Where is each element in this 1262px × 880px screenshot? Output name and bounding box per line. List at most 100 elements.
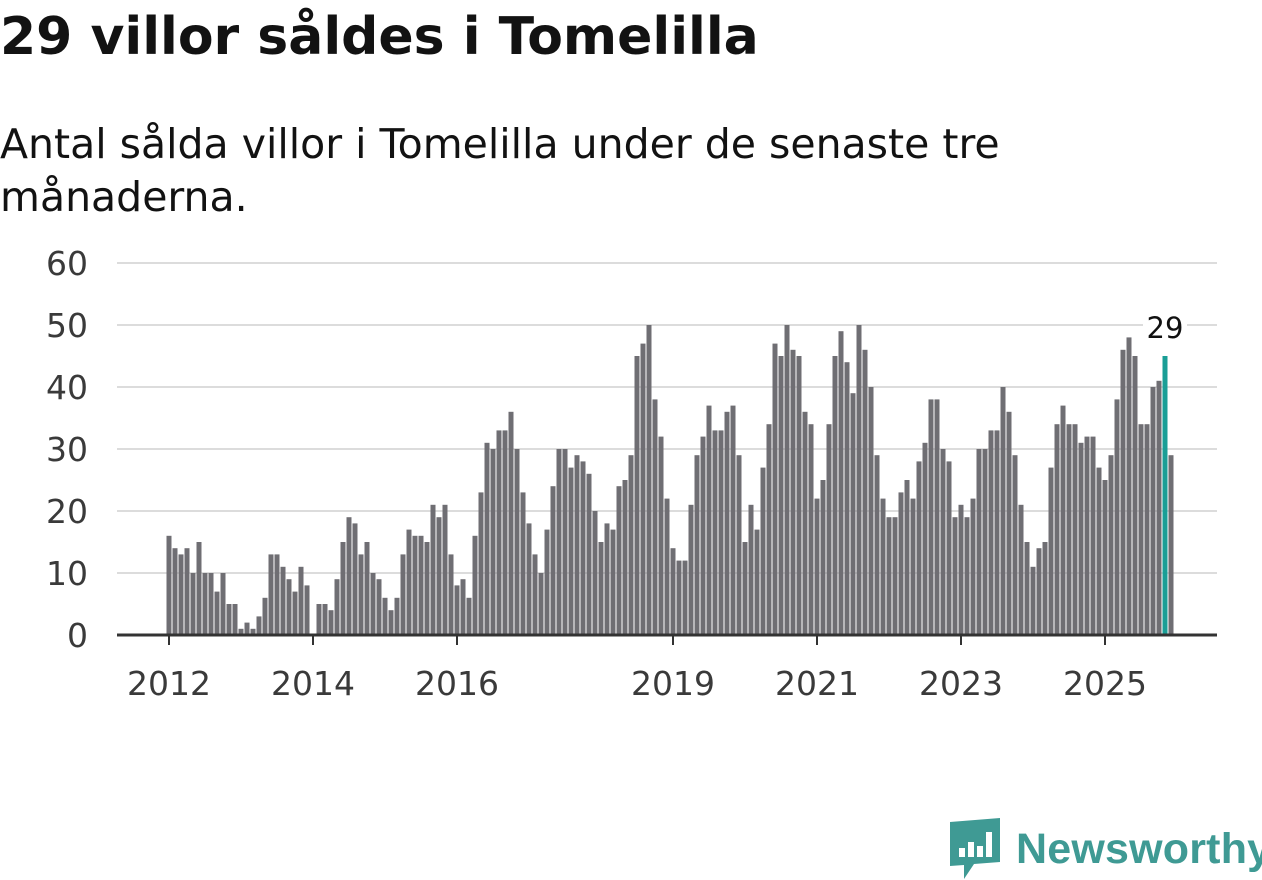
bar — [244, 622, 250, 635]
bar — [1000, 387, 1006, 635]
bar — [442, 504, 448, 635]
bar — [478, 492, 484, 635]
bar — [256, 616, 262, 635]
bar — [616, 486, 622, 635]
bar — [556, 449, 562, 635]
bar — [1090, 436, 1096, 635]
bar — [592, 511, 598, 635]
bar — [838, 331, 844, 635]
bar — [976, 449, 982, 635]
bar — [1138, 424, 1144, 635]
bar — [238, 628, 244, 635]
bar — [1030, 566, 1036, 635]
bar — [298, 566, 304, 635]
bar — [292, 591, 298, 635]
bar — [544, 529, 550, 635]
bar — [1144, 424, 1150, 635]
bar — [922, 442, 928, 635]
bar — [772, 343, 778, 635]
bar — [430, 504, 436, 635]
bar — [694, 455, 700, 635]
bar — [820, 480, 826, 635]
bar — [388, 610, 394, 635]
bar — [724, 411, 730, 635]
bar — [340, 542, 346, 635]
bar — [790, 349, 796, 635]
bar — [910, 498, 916, 635]
bar — [376, 579, 382, 635]
bar — [688, 504, 694, 635]
bar — [1060, 405, 1066, 635]
bar — [1048, 467, 1054, 635]
bar — [394, 597, 400, 635]
bar — [832, 356, 838, 635]
bar — [562, 449, 568, 635]
bar — [418, 535, 424, 635]
bar — [304, 585, 310, 635]
bar — [1036, 548, 1042, 635]
bar — [1102, 480, 1108, 635]
bar — [1018, 504, 1024, 635]
bar — [598, 542, 604, 635]
bar — [610, 529, 616, 635]
bar — [286, 579, 292, 635]
bar — [184, 548, 190, 635]
bar — [538, 573, 544, 635]
highlight-value-label: 29 — [1147, 311, 1184, 345]
bar — [748, 504, 754, 635]
bar — [1096, 467, 1102, 635]
bar — [1066, 424, 1072, 635]
bar — [1024, 542, 1030, 635]
bar — [1168, 455, 1174, 635]
bar — [490, 449, 496, 635]
bar — [1114, 399, 1120, 635]
bar — [646, 325, 652, 635]
bar — [274, 554, 280, 635]
bar — [172, 548, 178, 635]
bar — [220, 573, 226, 635]
bar — [970, 498, 976, 635]
y-tick-label: 50 — [46, 306, 88, 345]
bar — [1156, 380, 1162, 635]
bar — [1120, 349, 1126, 635]
bar — [604, 523, 610, 635]
x-tick-label: 2016 — [415, 664, 499, 703]
bar — [934, 399, 940, 635]
bar — [1012, 455, 1018, 635]
bar — [1108, 455, 1114, 635]
bar — [766, 424, 772, 635]
bar — [352, 523, 358, 635]
bar — [514, 449, 520, 635]
bar — [406, 529, 412, 635]
bar — [316, 604, 322, 635]
bar — [400, 554, 406, 635]
bar — [982, 449, 988, 635]
x-tick-label: 2014 — [271, 664, 355, 703]
bar — [808, 424, 814, 635]
callout-background — [1143, 310, 1187, 344]
bar — [778, 356, 784, 635]
bar — [814, 498, 820, 635]
bar — [1006, 411, 1012, 635]
bar — [268, 554, 274, 635]
bar — [892, 517, 898, 635]
bar — [550, 486, 556, 635]
bar — [1084, 436, 1090, 635]
bar — [760, 467, 766, 635]
y-tick-label: 30 — [46, 430, 88, 469]
bar — [178, 554, 184, 635]
bar — [532, 554, 538, 635]
bar — [526, 523, 532, 635]
bar — [670, 548, 676, 635]
bar — [868, 387, 874, 635]
bar — [784, 325, 790, 635]
bar — [226, 604, 232, 635]
bar — [364, 542, 370, 635]
bar — [802, 411, 808, 635]
bar — [628, 455, 634, 635]
bar — [958, 504, 964, 635]
newsworthy-logo-icon — [950, 818, 1000, 879]
bar — [1054, 424, 1060, 635]
newsworthy-logo[interactable]: Newsworthy — [950, 818, 1262, 880]
